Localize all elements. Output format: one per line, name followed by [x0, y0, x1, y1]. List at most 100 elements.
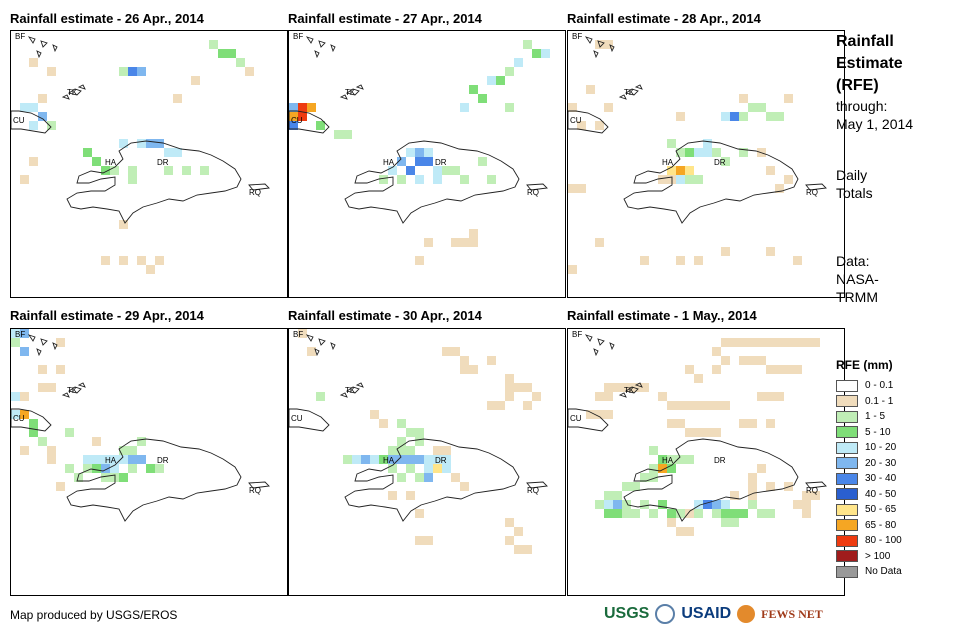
panel-title-5: Rainfall estimate - 30 Apr., 2014	[288, 308, 482, 323]
totals-text: Daily Totals	[836, 166, 873, 202]
map-panel-6: BF TK CU HA DR RQ	[567, 328, 845, 596]
data-source-line-3: TRMM	[836, 289, 878, 305]
country-label-bf: BF	[15, 32, 26, 41]
country-label-ha: HA	[383, 158, 395, 167]
legend-swatch	[836, 488, 858, 501]
usaid-seal-icon	[655, 604, 676, 624]
legend-label: 10 - 20	[865, 442, 897, 454]
country-label-cu: CU	[570, 116, 582, 125]
legend-swatch	[836, 395, 858, 408]
legend-swatch	[836, 472, 858, 485]
legend-label: 40 - 50	[865, 488, 897, 500]
country-label-bf: BF	[293, 330, 304, 339]
country-label-tk: TK	[67, 88, 78, 97]
legend-label: 1 - 5	[865, 411, 886, 423]
map-panel-4: BF TK CU HA DR RQ	[10, 328, 288, 596]
legend-item: 1 - 5	[836, 409, 902, 425]
legend-item: 20 - 30	[836, 456, 902, 472]
country-label-rq: RQ	[806, 486, 818, 495]
country-label-bf: BF	[15, 330, 26, 339]
legend-label: 20 - 30	[865, 457, 897, 469]
fews-net-icon	[737, 605, 756, 623]
legend-item: 65 - 80	[836, 518, 902, 534]
legend-swatch	[836, 457, 858, 470]
country-label-rq: RQ	[527, 188, 539, 197]
data-source-text: Data: NASA- TRMM	[836, 252, 879, 306]
legend-item: 50 - 65	[836, 502, 902, 518]
panel-title-1: Rainfall estimate - 26 Apr., 2014	[10, 11, 204, 26]
legend-swatch	[836, 426, 858, 439]
country-label-bf: BF	[572, 32, 583, 41]
legend-item: > 100	[836, 549, 902, 565]
legend-swatch	[836, 410, 858, 423]
rainfall-grid	[11, 329, 270, 522]
legend-swatch	[836, 441, 858, 454]
legend-label: No Data	[865, 566, 902, 578]
legend-swatch	[836, 565, 858, 578]
country-label-cu: CU	[570, 414, 582, 423]
country-label-rq: RQ	[806, 188, 818, 197]
totals-line-2: Totals	[836, 185, 873, 201]
legend-item: 5 - 10	[836, 425, 902, 441]
country-label-tk: TK	[345, 386, 356, 395]
through-date: May 1, 2014	[836, 116, 914, 132]
side-panel: Rainfall Estimate (RFE) through: May 1, …	[836, 31, 913, 133]
usgs-logo: USGS	[604, 605, 650, 622]
legend-title: RFE (mm)	[836, 358, 893, 372]
rainfall-grid	[11, 36, 270, 274]
rainfall-grid	[289, 329, 548, 554]
country-label-dr: DR	[435, 456, 447, 465]
totals-line-1: Daily	[836, 167, 868, 183]
legend-swatch	[836, 503, 858, 516]
panel-title-6: Rainfall estimate - 1 May., 2014	[567, 308, 757, 323]
rainfall-grid	[568, 36, 827, 274]
country-label-rq: RQ	[249, 486, 261, 495]
country-label-bf: BF	[572, 330, 583, 339]
legend-item: 10 - 20	[836, 440, 902, 456]
panel-title-4: Rainfall estimate - 29 Apr., 2014	[10, 308, 204, 323]
usaid-logo: USAID	[681, 605, 732, 622]
country-label-ha: HA	[105, 456, 117, 465]
agency-logos: USGS USAID FEWS NET	[604, 604, 823, 624]
country-label-cu: CU	[13, 414, 25, 423]
map-panel-1: BF TK CU HA DR RQ	[10, 30, 288, 298]
data-source-line-1: Data:	[836, 253, 870, 269]
panel-title-2: Rainfall estimate - 27 Apr., 2014	[288, 11, 482, 26]
legend-label: 5 - 10	[865, 426, 891, 438]
country-label-rq: RQ	[249, 188, 261, 197]
legend-swatch	[836, 534, 858, 547]
legend-item: 30 - 40	[836, 471, 902, 487]
country-label-ha: HA	[105, 158, 117, 167]
panel-title-3: Rainfall estimate - 28 Apr., 2014	[567, 11, 761, 26]
country-label-dr: DR	[157, 158, 169, 167]
country-label-dr: DR	[435, 158, 447, 167]
map-title-line-2: Estimate	[836, 55, 903, 72]
country-label-cu: CU	[291, 414, 303, 423]
country-label-dr: DR	[714, 456, 726, 465]
country-label-tk: TK	[624, 386, 635, 395]
country-label-dr: DR	[714, 158, 726, 167]
through-label: through:	[836, 98, 888, 114]
data-source-line-2: NASA-	[836, 271, 879, 287]
country-label-cu: CU	[291, 116, 303, 125]
legend-label: 65 - 80	[865, 519, 897, 531]
legend-item: 0 - 0.1	[836, 378, 902, 394]
country-label-tk: TK	[624, 88, 635, 97]
legend-label: 50 - 65	[865, 504, 897, 516]
legend-item: 40 - 50	[836, 487, 902, 503]
map-title-line-3: (RFE)	[836, 77, 879, 94]
legend-item: No Data	[836, 564, 902, 580]
legend-swatch	[836, 550, 858, 563]
map-title-line-1: Rainfall	[836, 33, 894, 50]
legend-item: 80 - 100	[836, 533, 902, 549]
country-label-tk: TK	[345, 88, 356, 97]
map-credit: Map produced by USGS/EROS	[10, 608, 178, 622]
country-label-tk: TK	[67, 386, 78, 395]
fews-net-logo: FEWS NET	[761, 606, 823, 621]
legend-swatch	[836, 379, 858, 392]
country-label-ha: HA	[662, 456, 674, 465]
map-panel-3: BF TK CU HA DR RQ	[567, 30, 845, 298]
legend-label: > 100	[865, 550, 891, 562]
legend-item: 0.1 - 1	[836, 394, 902, 410]
country-label-ha: HA	[662, 158, 674, 167]
